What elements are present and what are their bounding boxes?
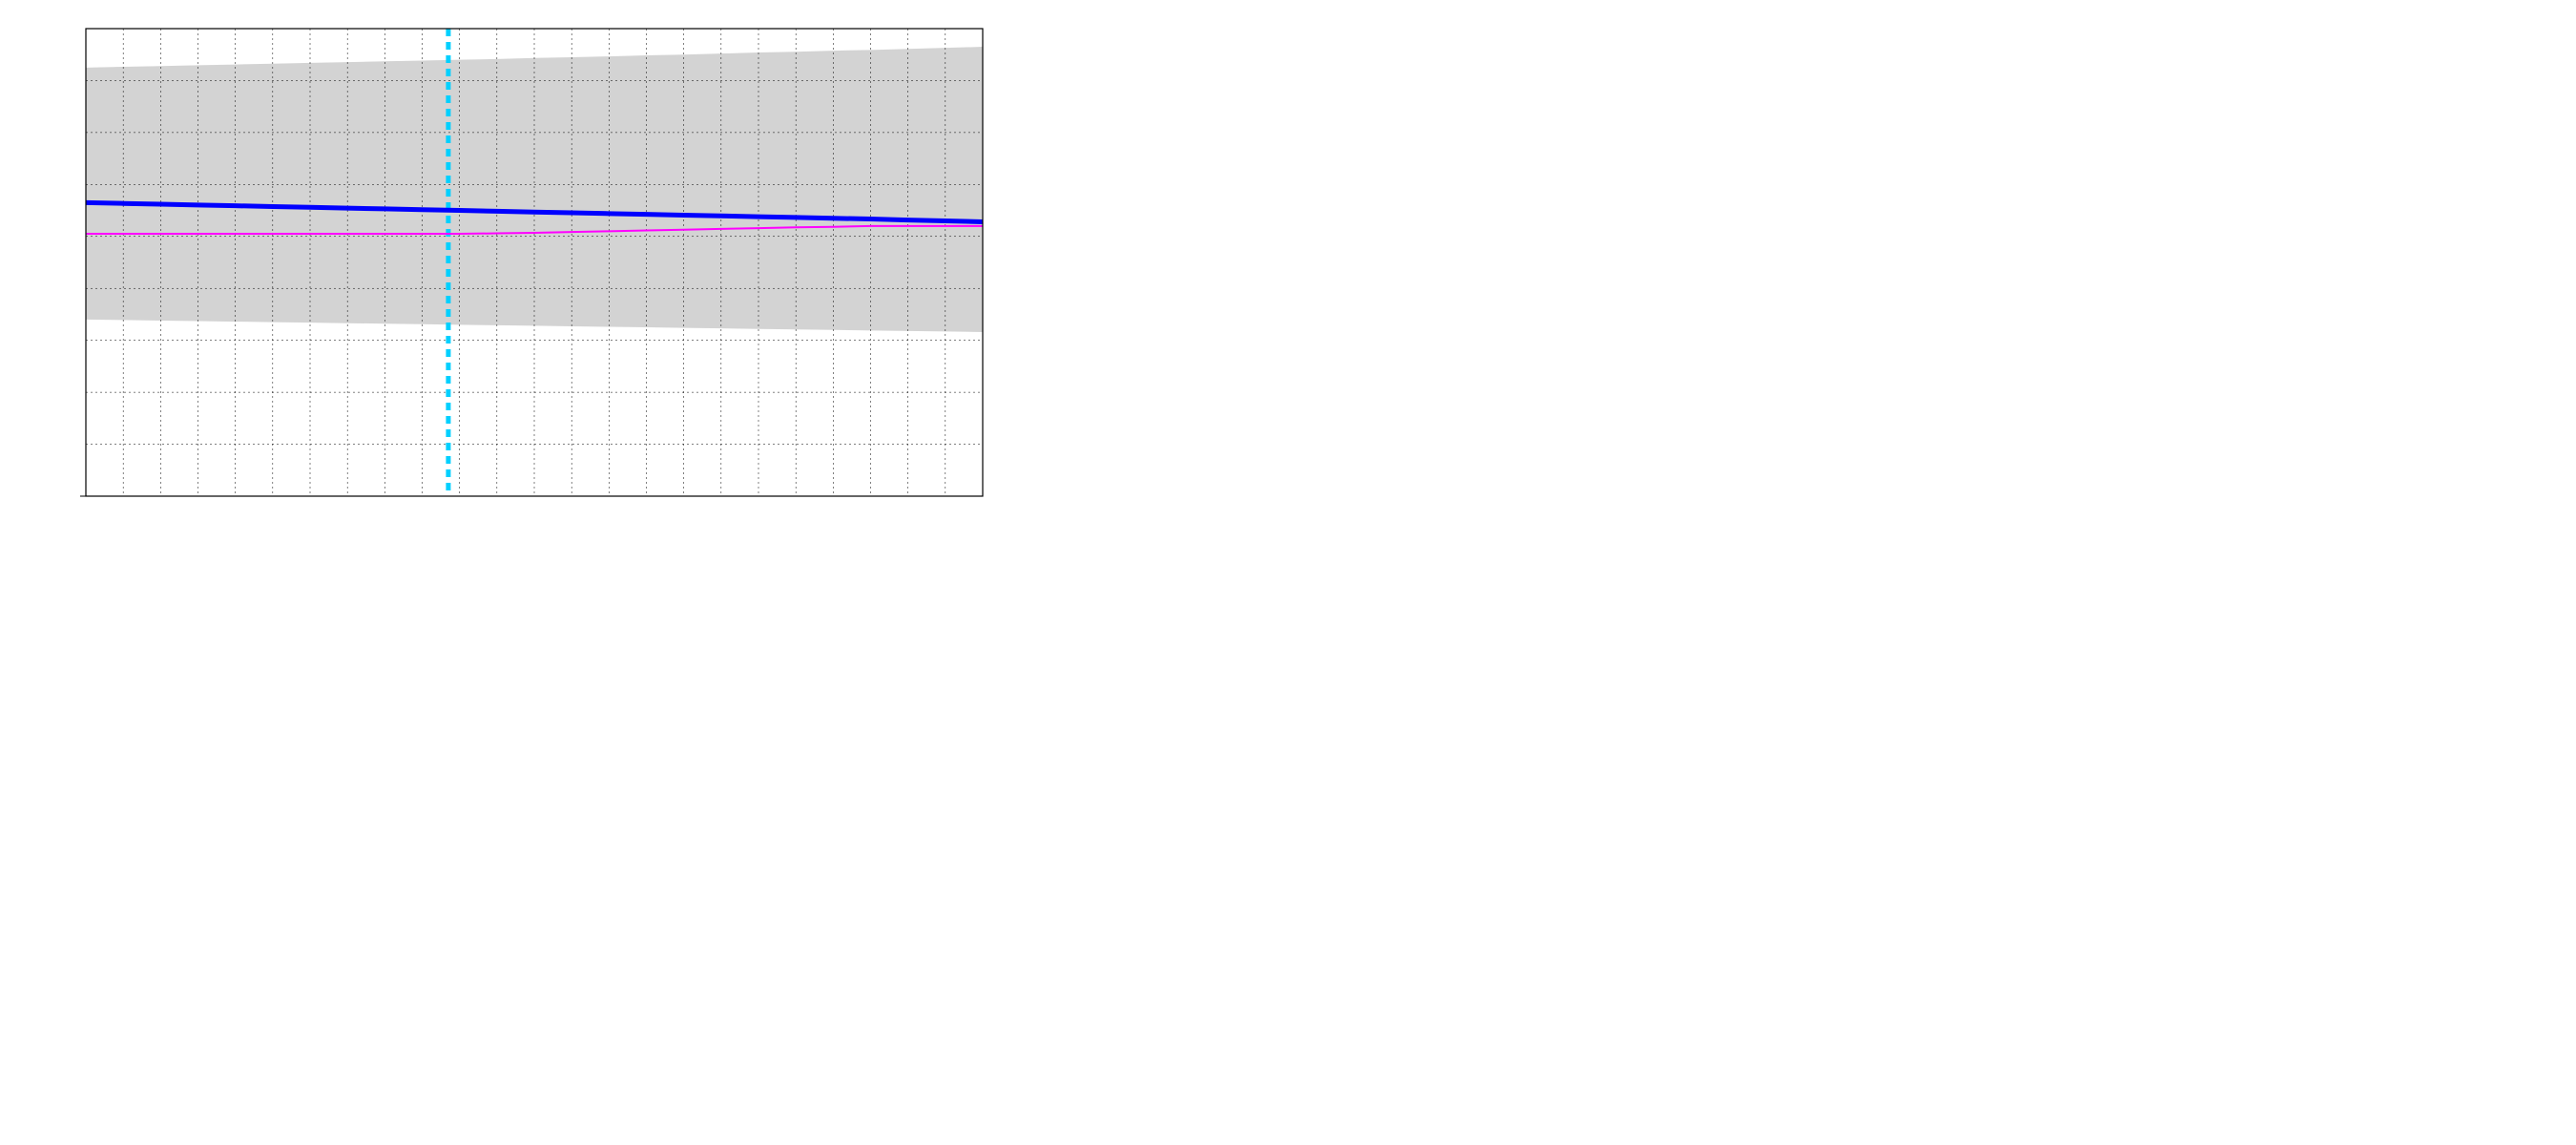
range-band — [86, 47, 983, 332]
chart-container — [0, 0, 1288, 572]
chart-svg — [0, 0, 1288, 572]
